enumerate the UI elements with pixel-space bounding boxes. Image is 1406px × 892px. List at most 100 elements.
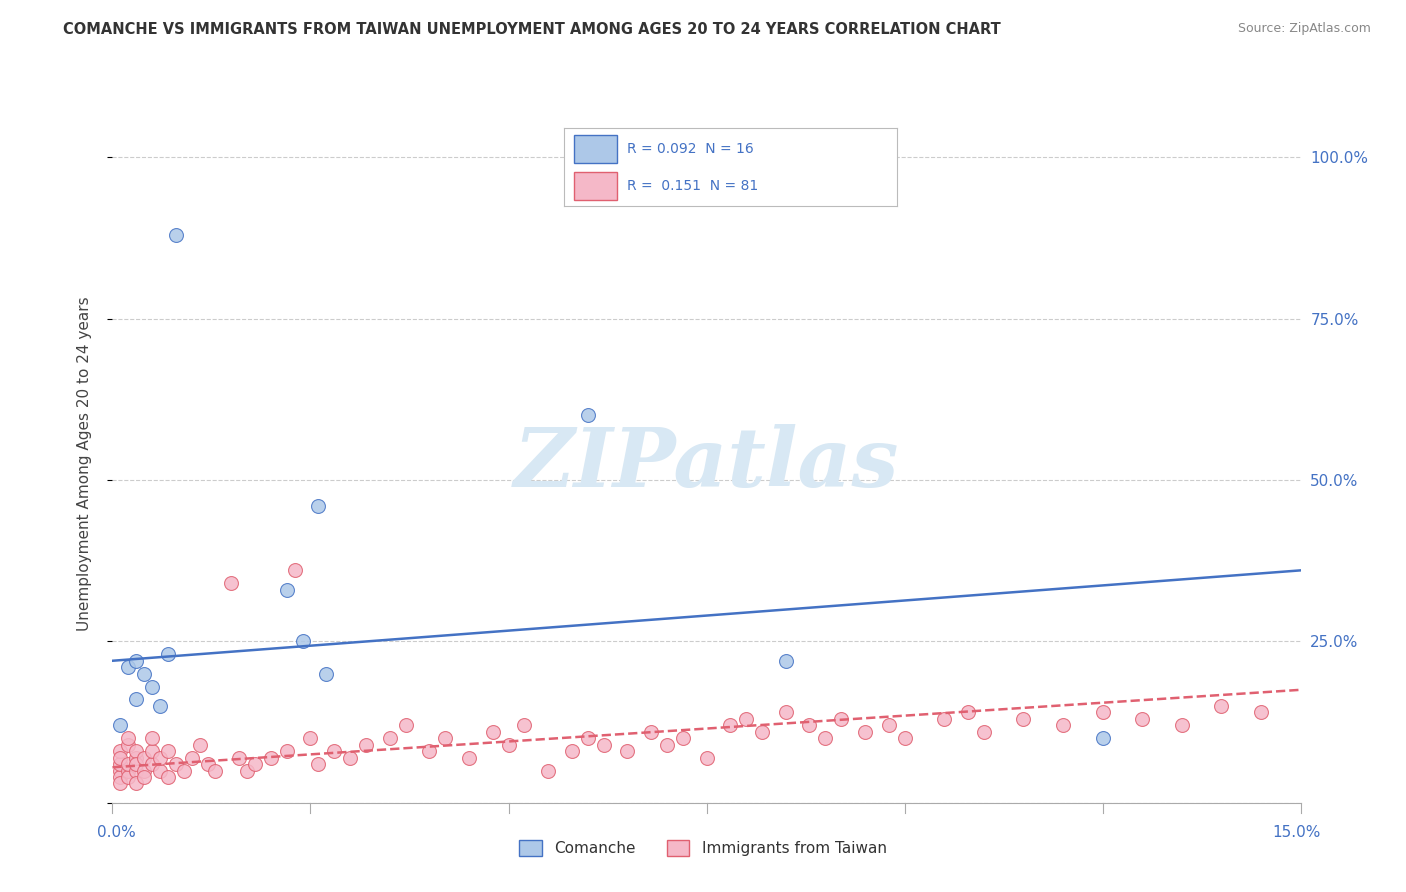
Point — [125, 654, 148, 668]
Point — [149, 750, 172, 764]
Point — [592, 738, 614, 752]
Point — [418, 744, 440, 758]
Text: COMANCHE VS IMMIGRANTS FROM TAIWAN UNEMPLOYMENT AMONG AGES 20 TO 24 YEARS CORREL: COMANCHE VS IMMIGRANTS FROM TAIWAN UNEMP… — [63, 22, 1001, 37]
Point — [458, 750, 481, 764]
Point — [315, 666, 337, 681]
Point — [799, 718, 821, 732]
Point — [299, 731, 322, 746]
Point — [134, 666, 156, 681]
Point — [228, 750, 250, 764]
Point — [110, 757, 132, 772]
Point — [117, 764, 139, 778]
Point — [276, 744, 298, 758]
Point — [576, 409, 599, 423]
Point — [125, 757, 148, 772]
Point — [1211, 698, 1233, 713]
Point — [141, 757, 163, 772]
Point — [156, 648, 179, 662]
Point — [243, 757, 266, 772]
Point — [134, 750, 156, 764]
Point — [141, 731, 163, 746]
Point — [877, 718, 900, 732]
Point — [339, 750, 361, 764]
Point — [1012, 712, 1035, 726]
Point — [125, 692, 148, 706]
Point — [173, 764, 195, 778]
Point — [284, 563, 307, 577]
Point — [117, 738, 139, 752]
Point — [110, 744, 132, 758]
Point — [156, 744, 179, 758]
Point — [1130, 712, 1153, 726]
Point — [117, 770, 139, 784]
Point — [481, 724, 503, 739]
Point — [561, 744, 583, 758]
Point — [1091, 731, 1114, 746]
Point — [956, 706, 979, 720]
Point — [134, 770, 156, 784]
Point — [134, 764, 156, 778]
Point — [775, 654, 797, 668]
Point — [394, 718, 416, 732]
Point — [117, 731, 139, 746]
Point — [735, 712, 758, 726]
Point — [354, 738, 377, 752]
Point — [655, 738, 678, 752]
Point — [616, 744, 638, 758]
Point — [236, 764, 259, 778]
Legend: Comanche, Immigrants from Taiwan: Comanche, Immigrants from Taiwan — [513, 834, 893, 862]
Point — [141, 680, 163, 694]
Point — [125, 744, 148, 758]
Point — [1250, 706, 1272, 720]
Text: 0.0%: 0.0% — [97, 825, 136, 839]
Point — [141, 744, 163, 758]
Point — [537, 764, 560, 778]
Point — [110, 764, 132, 778]
Point — [197, 757, 219, 772]
Point — [893, 731, 915, 746]
Point — [751, 724, 773, 739]
Point — [1091, 706, 1114, 720]
Point — [110, 776, 132, 790]
Point — [117, 660, 139, 674]
Point — [117, 757, 139, 772]
Point — [853, 724, 876, 739]
Text: Source: ZipAtlas.com: Source: ZipAtlas.com — [1237, 22, 1371, 36]
Point — [204, 764, 226, 778]
Point — [696, 750, 718, 764]
Point — [110, 750, 132, 764]
Text: 15.0%: 15.0% — [1272, 825, 1320, 839]
Point — [125, 776, 148, 790]
Point — [149, 764, 172, 778]
Point — [934, 712, 956, 726]
Point — [498, 738, 520, 752]
Point — [125, 750, 148, 764]
Point — [180, 750, 202, 764]
Point — [718, 718, 741, 732]
Point — [110, 718, 132, 732]
Point — [640, 724, 662, 739]
Point — [323, 744, 346, 758]
Point — [775, 706, 797, 720]
Point — [149, 698, 172, 713]
Point — [672, 731, 695, 746]
Point — [513, 718, 536, 732]
Point — [378, 731, 401, 746]
Point — [830, 712, 852, 726]
Point — [973, 724, 995, 739]
Point — [576, 731, 599, 746]
Point — [307, 499, 329, 513]
Point — [165, 227, 187, 242]
Point — [110, 770, 132, 784]
Point — [156, 770, 179, 784]
Point — [276, 582, 298, 597]
Point — [814, 731, 837, 746]
Point — [219, 576, 242, 591]
Point — [307, 757, 329, 772]
Point — [260, 750, 283, 764]
Point — [434, 731, 457, 746]
Text: ZIPatlas: ZIPatlas — [513, 424, 900, 504]
Y-axis label: Unemployment Among Ages 20 to 24 years: Unemployment Among Ages 20 to 24 years — [77, 296, 91, 632]
Point — [165, 757, 187, 772]
Point — [188, 738, 211, 752]
